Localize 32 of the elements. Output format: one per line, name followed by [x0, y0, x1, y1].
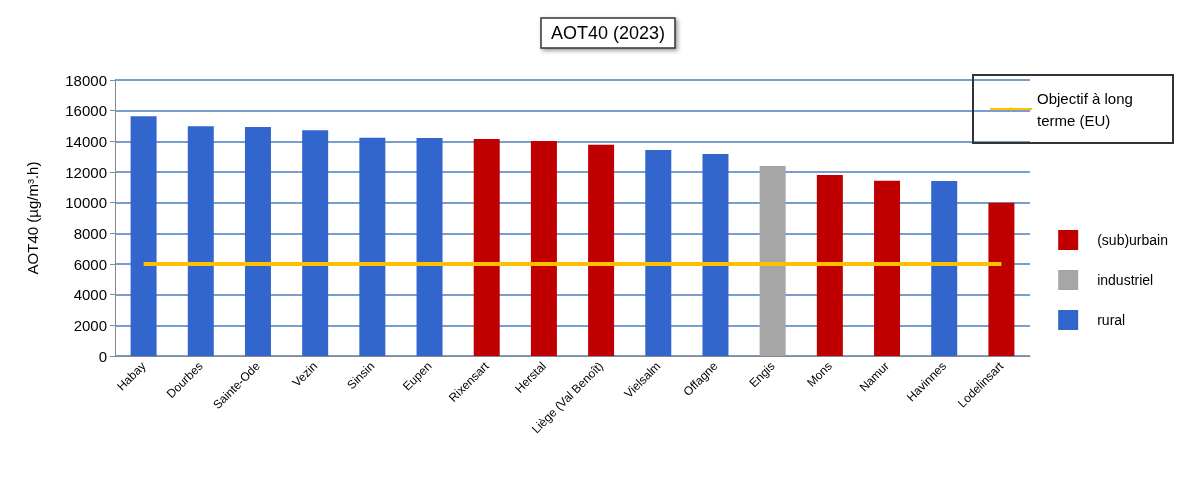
legend-label: Objectif à long terme (EU)	[1037, 89, 1138, 129]
bar	[130, 116, 157, 356]
bar	[244, 127, 271, 356]
bar	[759, 166, 786, 356]
y-tick-label: 10000	[65, 194, 107, 212]
y-tick-label: 14000	[65, 132, 107, 150]
bar	[645, 150, 672, 356]
y-tick-label: 0	[98, 347, 107, 365]
bar	[588, 144, 615, 356]
legend-label: rural	[1097, 312, 1126, 328]
y-tick-label: 16000	[65, 102, 107, 120]
y-tick-label: 8000	[73, 224, 107, 242]
legend-label: industriel	[1097, 272, 1154, 288]
bar	[530, 141, 557, 356]
bar	[359, 137, 386, 356]
bar	[874, 180, 901, 356]
bar	[416, 138, 443, 356]
legend-label: (sub)urbain	[1097, 232, 1169, 248]
bar	[302, 130, 329, 356]
bar	[473, 138, 500, 356]
y-tick-label: 6000	[73, 255, 107, 273]
bar	[702, 154, 729, 356]
bar	[187, 126, 214, 356]
y-tick-label: 2000	[73, 316, 107, 334]
bar	[931, 181, 958, 356]
y-axis-title: AOT40 (µg/m³.h)	[24, 161, 41, 275]
y-tick-label: 18000	[65, 71, 107, 89]
y-tick-label: 4000	[73, 286, 107, 304]
bar	[988, 202, 1015, 356]
bar	[816, 175, 843, 356]
chart-title: AOT40 (2023)	[550, 23, 666, 43]
y-tick-label: 12000	[65, 163, 107, 181]
